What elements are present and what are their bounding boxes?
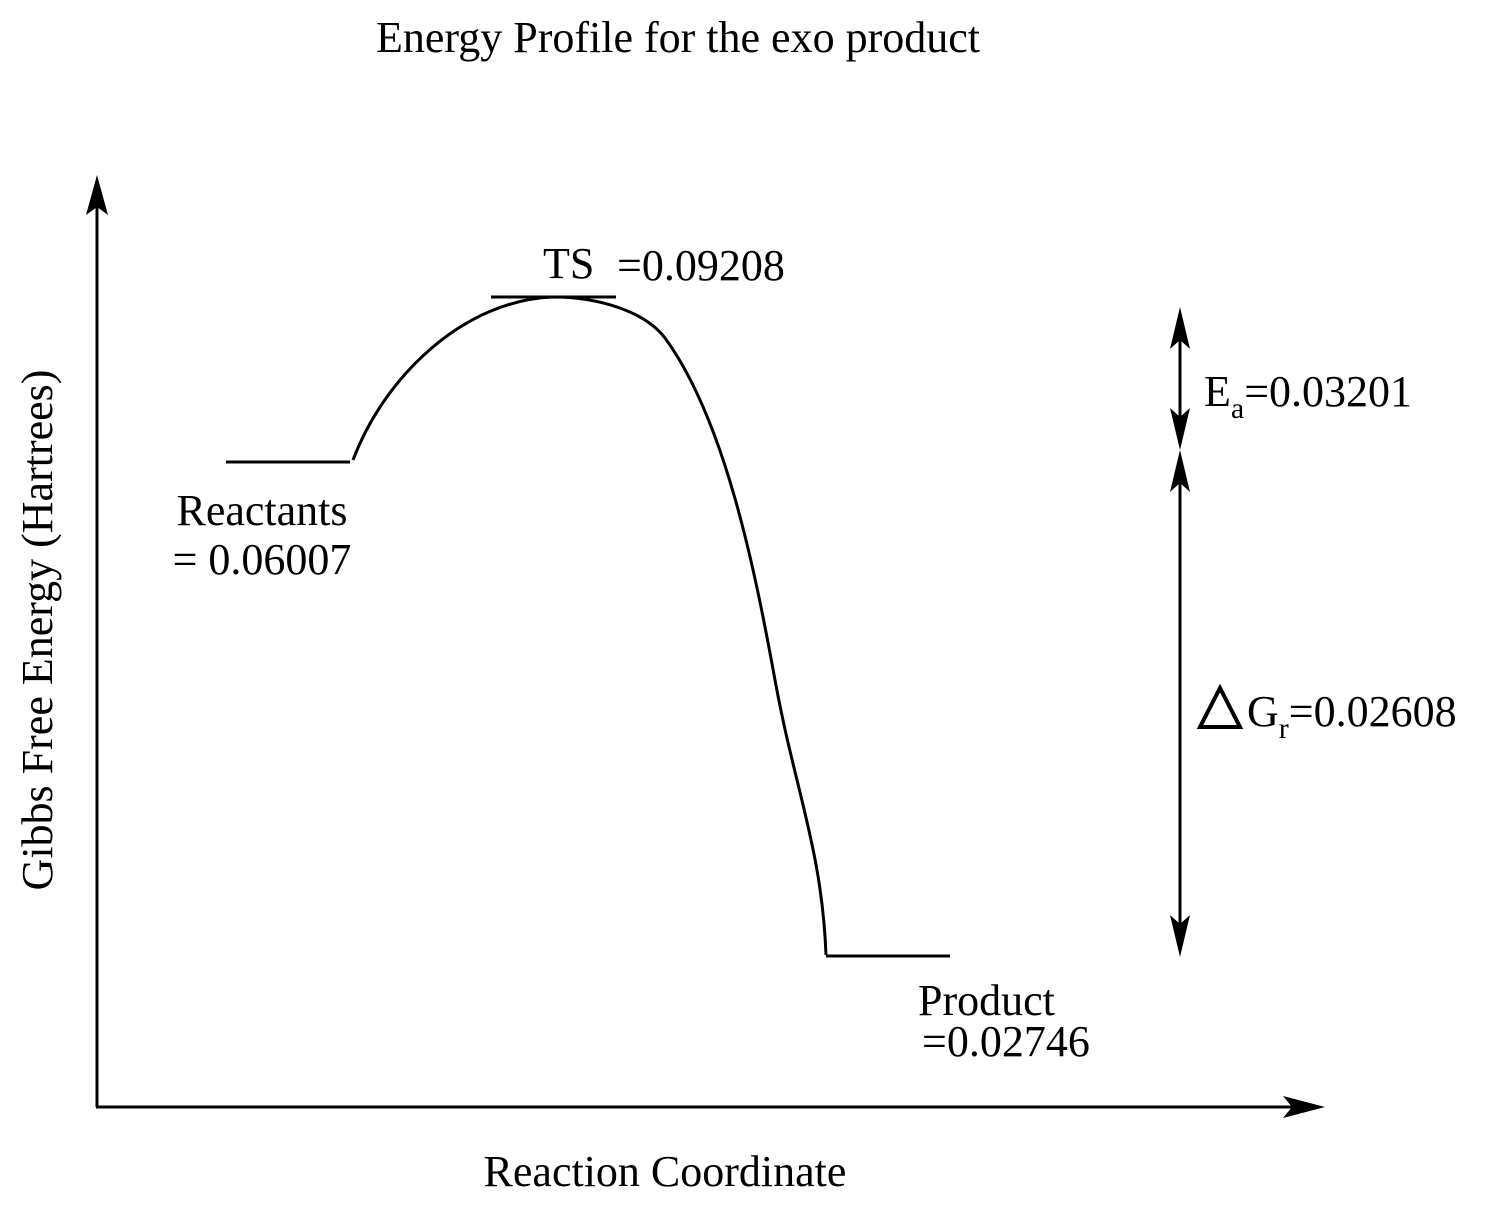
activation-arrow-top: [1170, 307, 1190, 349]
y-axis-label: Gibbs Free Energy (Hartrees): [13, 370, 62, 891]
x-axis-arrowhead: [1283, 1096, 1325, 1118]
reaction-free-energy-label: Gr=0.02608: [1247, 687, 1457, 745]
reaction-energy-value: =0.02608: [1289, 687, 1457, 736]
y-axis-arrowhead: [86, 175, 108, 215]
reaction-energy-symbol: G: [1247, 687, 1279, 736]
reaction-energy-arrow-top: [1170, 450, 1190, 492]
delta-icon: [1196, 683, 1244, 729]
activation-subscript: a: [1231, 392, 1244, 425]
reaction-energy-arrow-bottom: [1170, 915, 1190, 957]
reactants-value: = 0.06007: [173, 535, 352, 584]
activation-symbol: E: [1204, 367, 1231, 416]
reaction-energy-subscript: r: [1279, 712, 1289, 745]
ts-value: =0.09208: [617, 241, 785, 290]
product-value: =0.02746: [922, 1017, 1090, 1066]
activation-energy-label: Ea=0.03201: [1204, 367, 1412, 425]
reaction-curve: [351, 295, 828, 956]
ts-label: TS: [543, 239, 594, 288]
product-label: Product: [918, 976, 1055, 1025]
activation-value: =0.03201: [1244, 367, 1412, 416]
activation-arrow-bottom: [1170, 408, 1190, 450]
diagram-title: Energy Profile for the exo product: [376, 13, 980, 62]
x-axis-label: Reaction Coordinate: [484, 1147, 847, 1196]
reactants-label: Reactants: [176, 486, 347, 535]
